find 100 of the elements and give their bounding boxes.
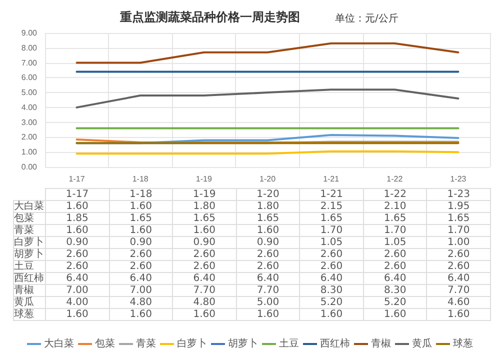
data-label: 5.20 bbox=[363, 296, 427, 308]
data-label: 1.60 bbox=[109, 224, 173, 236]
data-label: 1.60 bbox=[172, 224, 236, 236]
category-label: 1-18 bbox=[129, 189, 152, 200]
data-label: 8.30 bbox=[300, 284, 364, 296]
data-label: 6.40 bbox=[46, 272, 110, 284]
data-label: 6.40 bbox=[426, 272, 490, 284]
data-label: 1.60 bbox=[109, 200, 173, 212]
y-tick-label: 0.00 bbox=[21, 162, 38, 172]
data-label: 7.00 bbox=[109, 284, 173, 296]
legend-label: 青菜 bbox=[136, 338, 156, 350]
text: 大白菜 bbox=[14, 201, 44, 212]
x-tick-label: 1-23 bbox=[450, 174, 467, 184]
y-tick-label: 8.00 bbox=[21, 43, 38, 52]
x-tick-label: 1-19 bbox=[196, 174, 212, 184]
text: 2.60 bbox=[66, 249, 88, 260]
data-label: 1.60 bbox=[300, 308, 364, 320]
data-label: 4.00 bbox=[46, 296, 110, 308]
data-label: 6.40 bbox=[172, 272, 236, 284]
data-label: 1.00 bbox=[426, 236, 490, 248]
text: 包菜 bbox=[14, 213, 34, 224]
x-tick-label: 1-18 bbox=[132, 174, 149, 184]
data-label: 0.90 bbox=[46, 236, 110, 248]
legend-label: 黄瓜 bbox=[412, 338, 432, 350]
data-label: 1.05 bbox=[300, 236, 364, 248]
data-label: 1.05 bbox=[363, 236, 427, 248]
data-label: 1.60 bbox=[46, 224, 110, 236]
data-label: 1.60 bbox=[236, 224, 300, 236]
data-label: 1.65 bbox=[109, 212, 173, 224]
legend-label: 大白菜 bbox=[44, 338, 74, 350]
chart-subtitle: 单位：元/公斤 bbox=[335, 12, 398, 24]
category-label: 1-17 bbox=[66, 189, 89, 200]
legend-label: 白萝卜 bbox=[177, 338, 207, 350]
data-label: 2.60 bbox=[109, 260, 173, 272]
y-tick-label: 4.00 bbox=[21, 102, 38, 112]
y-tick-label: 2.00 bbox=[21, 132, 38, 142]
text: 2.60 bbox=[384, 249, 406, 260]
data-label: 1.70 bbox=[426, 224, 490, 236]
data-label: 2.60 bbox=[236, 260, 300, 272]
category-label: 1-19 bbox=[193, 189, 216, 200]
data-label: 1.60 bbox=[46, 200, 110, 212]
legend-label: 球葱 bbox=[453, 338, 473, 350]
text: 土豆 bbox=[14, 261, 34, 272]
data-label: 1.80 bbox=[172, 200, 236, 212]
data-label: 7.00 bbox=[46, 284, 110, 296]
data-label: 0.90 bbox=[236, 236, 300, 248]
text: 胡萝卜 bbox=[14, 249, 44, 260]
data-label: 1.60 bbox=[109, 308, 173, 320]
data-label: 2.60 bbox=[426, 260, 490, 272]
y-tick-label: 1.00 bbox=[21, 148, 38, 157]
data-label: 1.60 bbox=[426, 308, 490, 320]
data-label: 6.40 bbox=[236, 272, 300, 284]
text: 2.60 bbox=[193, 249, 216, 260]
data-label: 4.80 bbox=[109, 296, 173, 308]
y-tick-label: 6.00 bbox=[21, 73, 38, 82]
data-label: 1.65 bbox=[426, 212, 490, 224]
x-tick-label: 1-22 bbox=[386, 174, 404, 184]
category-label: 1-20 bbox=[256, 189, 280, 200]
category-label: 1-22 bbox=[384, 189, 406, 200]
text: 2.60 bbox=[320, 249, 343, 260]
data-label: 2.60 bbox=[300, 260, 364, 272]
data-label: 1.60 bbox=[172, 308, 236, 320]
text: 黄瓜 bbox=[14, 297, 34, 308]
x-tick-label: 1-17 bbox=[68, 174, 86, 184]
data-label: 1.60 bbox=[363, 308, 427, 320]
data-label: 6.40 bbox=[109, 272, 173, 284]
data-label: 2.60 bbox=[363, 260, 427, 272]
data-label: 1.70 bbox=[300, 224, 364, 236]
data-label: 2.60 bbox=[46, 260, 110, 272]
text: 青菜 bbox=[14, 225, 34, 236]
data-label: 5.00 bbox=[236, 296, 300, 308]
data-label: 1.60 bbox=[46, 308, 110, 320]
data-label: 1.65 bbox=[236, 212, 300, 224]
data-label: 4.80 bbox=[172, 296, 236, 308]
data-label: 0.90 bbox=[109, 236, 173, 248]
y-tick-label: 9.00 bbox=[21, 28, 38, 38]
text: 2.60 bbox=[130, 249, 152, 260]
data-label: 0.90 bbox=[172, 236, 236, 248]
data-label: 1.65 bbox=[300, 212, 364, 224]
category-label: 1-23 bbox=[447, 189, 470, 200]
data-label: 1.70 bbox=[363, 224, 427, 236]
text: 白萝卜 bbox=[14, 237, 44, 248]
text: 西红柿 bbox=[14, 273, 44, 284]
data-label: 6.40 bbox=[300, 272, 364, 284]
data-label: 5.20 bbox=[300, 296, 364, 308]
data-label: 7.70 bbox=[172, 284, 236, 296]
data-label: 1.95 bbox=[426, 200, 490, 212]
data-label: 2.60 bbox=[172, 260, 236, 272]
line-series bbox=[76, 88, 460, 108]
data-label: 4.60 bbox=[426, 296, 490, 308]
y-tick-label: 3.00 bbox=[21, 118, 38, 127]
text: 青椒 bbox=[14, 285, 34, 296]
legend-label: 西红柿 bbox=[320, 338, 350, 350]
category-label: 1-21 bbox=[320, 189, 343, 200]
data-label: 1.65 bbox=[363, 212, 427, 224]
data-label: 7.70 bbox=[236, 284, 300, 296]
text: 2.60 bbox=[256, 249, 280, 260]
y-tick-label: 5.00 bbox=[21, 88, 38, 98]
data-label: 7.70 bbox=[426, 284, 490, 296]
text: 2.60 bbox=[448, 249, 470, 260]
